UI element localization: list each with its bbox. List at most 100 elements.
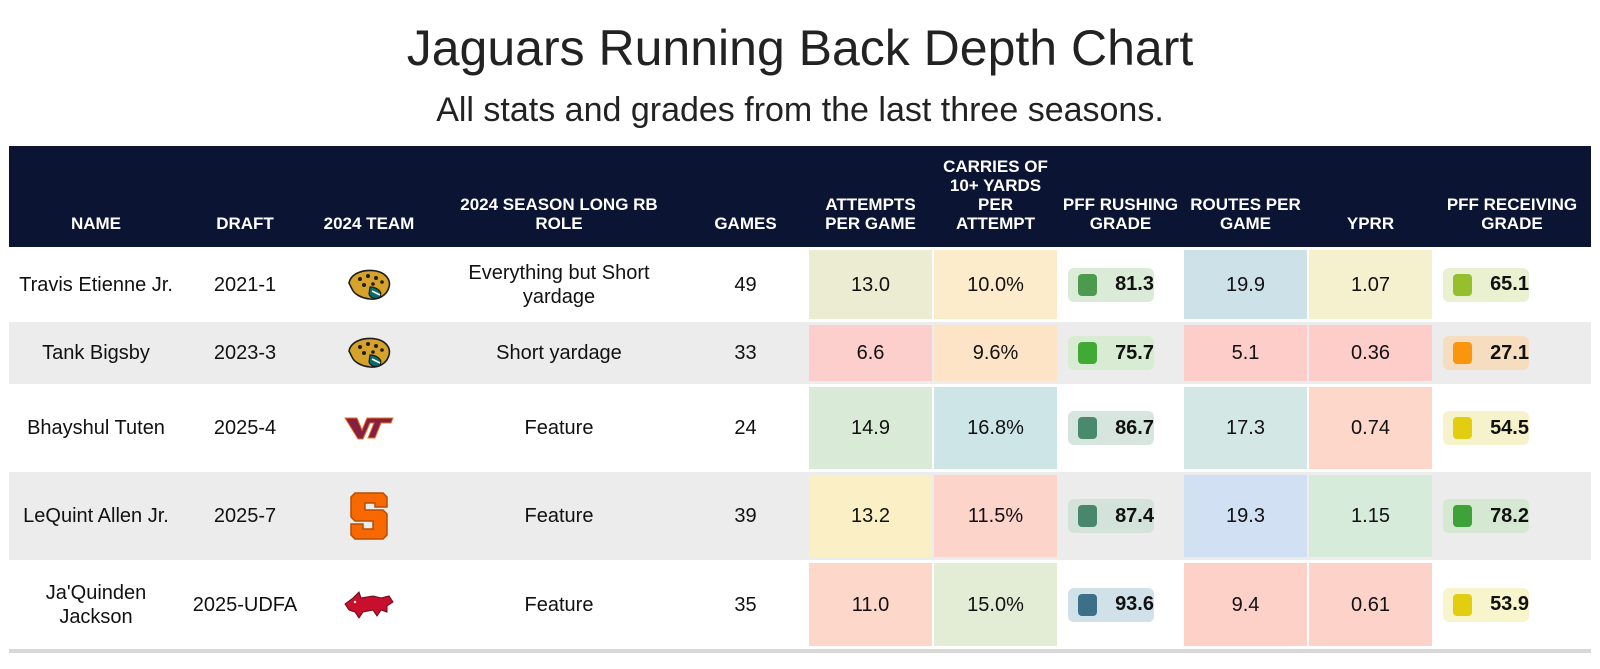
grade-color-swatch	[1078, 593, 1098, 616]
column-header-name: NAME	[70, 214, 122, 233]
rushing-grade-value: 81.3	[1115, 273, 1154, 295]
yards-per-route-run-cell: 1.15	[1309, 475, 1432, 557]
routes-per-game: 9.4	[1231, 593, 1260, 616]
table-row: LeQuint Allen Jr. 2025-7 Feature 39 13.2 11.5…	[9, 472, 1591, 560]
draft-pick: 2025-4	[213, 417, 277, 439]
virginia-tech-logo-icon	[343, 415, 395, 446]
receiving-grade-value: 54.5	[1490, 416, 1529, 439]
season-role: Short yardage	[496, 342, 622, 364]
table-row: Travis Etienne Jr. 2021-1 Everything but S…	[9, 247, 1591, 322]
carries-10-plus-rate-cell: 9.6%	[934, 325, 1057, 381]
receiving-grade-value: 78.2	[1490, 504, 1529, 527]
column-header-role: 2024 SEASON LONG RB ROLE	[460, 195, 658, 233]
games-count: 39	[734, 505, 757, 527]
routes-per-game: 5.1	[1231, 342, 1260, 364]
arkansas-logo-icon	[343, 590, 395, 625]
routes-per-game-cell: 9.4	[1184, 563, 1307, 646]
season-role: Feature	[524, 505, 594, 527]
rushing-grade-badge: 93.6	[1068, 587, 1154, 622]
rushing-grade-badge: 75.7	[1068, 336, 1154, 370]
routes-per-game: 17.3	[1226, 417, 1265, 439]
attempts-per-game: 14.9	[851, 417, 890, 439]
attempts-per-game-cell: 13.0	[809, 250, 932, 319]
season-role: Everything but Short yardage	[468, 261, 650, 308]
column-header-team: 2024 TEAM	[323, 214, 415, 233]
attempts-per-game: 11.0	[851, 593, 890, 616]
grade-color-swatch	[1078, 273, 1098, 296]
grade-color-swatch	[1078, 505, 1098, 527]
column-header-carries: CARRIES OF 10+ YARDS PER ATTEMPT	[943, 157, 1048, 233]
receiving-grade-badge: 53.9	[1443, 587, 1529, 622]
attempts-per-game: 6.6	[856, 342, 885, 364]
column-header-yprr: YPRR	[1346, 214, 1395, 233]
routes-per-game: 19.3	[1226, 505, 1265, 527]
grade-color-swatch	[1453, 273, 1473, 296]
table-row: Bhayshul Tuten 2025-4 Feature 24 14.9 16.8% 86…	[9, 384, 1591, 472]
rushing-grade-value: 93.6	[1115, 593, 1154, 615]
carries-10-plus-rate-cell: 16.8%	[934, 387, 1057, 469]
column-header-games: GAMES	[714, 214, 777, 233]
chart-subtitle: All stats and grades from the last three…	[436, 91, 1164, 129]
yards-per-route-run: 0.61	[1351, 593, 1390, 616]
column-header-draft: DRAFT	[216, 214, 274, 233]
draft-pick: 2021-1	[213, 273, 277, 296]
table-header: NAME DRAFT 2024 TEAM 2024 SEASON LONG RB RO…	[9, 146, 1591, 247]
jaguars-logo-icon	[346, 267, 392, 308]
routes-per-game-cell: 19.9	[1184, 250, 1307, 319]
receiving-grade-value: 65.1	[1490, 273, 1529, 295]
yards-per-route-run-cell: 1.07	[1309, 250, 1432, 319]
routes-per-game-cell: 17.3	[1184, 387, 1307, 469]
table-row: Ja'Quinden Jackson 2025-UDFA Feature 35 11.0…	[9, 560, 1591, 649]
carries-10-plus-rate: 15.0%	[967, 593, 1024, 616]
games-count: 49	[734, 273, 757, 296]
season-role: Feature	[524, 593, 594, 616]
draft-pick: 2025-UDFA	[192, 593, 298, 616]
carries-10-plus-rate: 16.8%	[967, 417, 1024, 439]
carries-10-plus-rate: 11.5%	[967, 505, 1024, 527]
player-name: Travis Etienne Jr.	[19, 273, 173, 296]
player-name: Bhayshul Tuten	[27, 417, 165, 439]
season-role: Feature	[524, 417, 594, 439]
attempts-per-game-cell: 11.0	[809, 563, 932, 646]
draft-pick: 2023-3	[213, 342, 277, 364]
attempts-per-game: 13.2	[851, 505, 890, 527]
table-bottom-border	[9, 649, 1591, 653]
yards-per-route-run: 0.36	[1351, 342, 1390, 364]
games-count: 24	[734, 417, 757, 439]
carries-10-plus-rate-cell: 11.5%	[934, 475, 1057, 557]
games-count: 35	[734, 593, 757, 616]
attempts-per-game-cell: 14.9	[809, 387, 932, 469]
rushing-grade-badge: 87.4	[1068, 499, 1154, 533]
receiving-grade-badge: 78.2	[1443, 499, 1529, 533]
chart-title: Jaguars Running Back Depth Chart	[406, 20, 1194, 76]
routes-per-game-cell: 5.1	[1184, 325, 1307, 381]
rushing-grade-value: 87.4	[1115, 504, 1154, 527]
rushing-grade-badge: 81.3	[1068, 267, 1154, 302]
receiving-grade-badge: 27.1	[1443, 336, 1529, 370]
column-header-rushing-grade: PFF RUSHING GRADE	[1062, 195, 1179, 233]
player-name: Tank Bigsby	[42, 342, 150, 364]
draft-pick: 2025-7	[213, 505, 277, 527]
yards-per-route-run-cell: 0.36	[1309, 325, 1432, 381]
column-header-attempts: ATTEMPTS PER GAME	[825, 195, 916, 233]
yards-per-route-run-cell: 0.74	[1309, 387, 1432, 469]
grade-color-swatch	[1078, 417, 1098, 439]
carries-10-plus-rate-cell: 15.0%	[934, 563, 1057, 646]
yards-per-route-run: 0.74	[1351, 417, 1390, 439]
table-row: Tank Bigsby 2023-3 Short yardage 33 6.6 9.6% 7…	[9, 322, 1591, 384]
player-name: LeQuint Allen Jr.	[23, 505, 169, 527]
grade-color-swatch	[1453, 593, 1473, 616]
jaguars-logo-icon	[346, 335, 392, 376]
player-name: Ja'Quinden Jackson	[45, 581, 147, 628]
routes-per-game-cell: 19.3	[1184, 475, 1307, 557]
receiving-grade-value: 53.9	[1490, 593, 1529, 615]
syracuse-logo-icon	[349, 491, 389, 546]
grade-color-swatch	[1453, 417, 1473, 439]
routes-per-game: 19.9	[1226, 273, 1265, 296]
receiving-grade-badge: 54.5	[1443, 411, 1529, 445]
rushing-grade-badge: 86.7	[1068, 411, 1154, 445]
carries-10-plus-rate: 9.6%	[972, 342, 1019, 364]
attempts-per-game: 13.0	[851, 273, 890, 296]
column-header-receiving-grade: PFF RECEIVING GRADE	[1446, 195, 1578, 233]
attempts-per-game-cell: 6.6	[809, 325, 932, 381]
